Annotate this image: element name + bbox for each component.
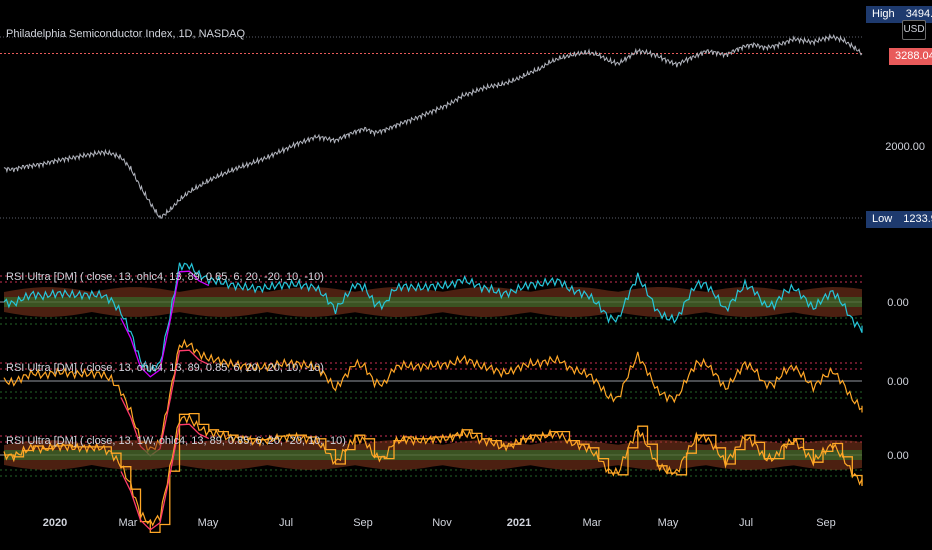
oscillator-line xyxy=(3,413,863,527)
oscillator-pane-3 xyxy=(0,412,863,534)
x-tick-label: Nov xyxy=(432,517,452,529)
pane-label: RSI Ultra [DM] ( close, 13, ohlc4, 13, 8… xyxy=(6,271,324,283)
x-tick-label: Sep xyxy=(353,517,373,529)
low-value: 1233.97 xyxy=(903,213,932,225)
price-series-line xyxy=(3,33,863,220)
x-tick-label: Jul xyxy=(279,517,293,529)
symbol-title: Philadelphia Semiconductor Index, 1D, NA… xyxy=(6,28,246,40)
x-tick-label: 2020 xyxy=(43,517,67,529)
bear-line xyxy=(120,423,210,531)
bear-line xyxy=(120,270,210,378)
oscillator-line xyxy=(3,262,863,373)
low-label: Low xyxy=(872,213,893,225)
zero-value-label: 0.00 xyxy=(887,376,908,388)
x-tick-label: Jul xyxy=(739,517,753,529)
high-label: High xyxy=(872,8,895,20)
x-tick-label: Mar xyxy=(119,517,138,529)
x-tick-label: 2021 xyxy=(507,517,531,529)
low-price-badge: Low 1233.97 xyxy=(866,211,932,228)
x-tick-label: May xyxy=(198,517,219,529)
bear-line xyxy=(120,349,210,457)
currency-button[interactable]: USD xyxy=(902,20,926,40)
zero-value-label: 0.00 xyxy=(887,450,908,462)
current-price-badge: 3288.04 xyxy=(889,48,932,65)
high-price-badge: High 3494.19 xyxy=(866,6,932,23)
zero-value-label: 0.00 xyxy=(887,297,908,309)
price-tick-label: 2000.00 xyxy=(885,141,925,153)
pane-label: RSI Ultra [DM] ( close, 13, ohlc4, 13, 8… xyxy=(6,362,324,374)
oscillator-pane-1 xyxy=(0,262,863,378)
pane-label: RSI Ultra [DM] ( close, 13, 1W, ohlc4, 1… xyxy=(6,435,346,447)
inner-band xyxy=(4,297,862,307)
high-value: 3494.19 xyxy=(905,8,932,20)
weekly-step-line xyxy=(4,412,863,534)
x-tick-label: May xyxy=(658,517,679,529)
inner-band xyxy=(4,450,862,460)
x-tick-label: Mar xyxy=(583,517,602,529)
x-tick-label: Sep xyxy=(816,517,836,529)
